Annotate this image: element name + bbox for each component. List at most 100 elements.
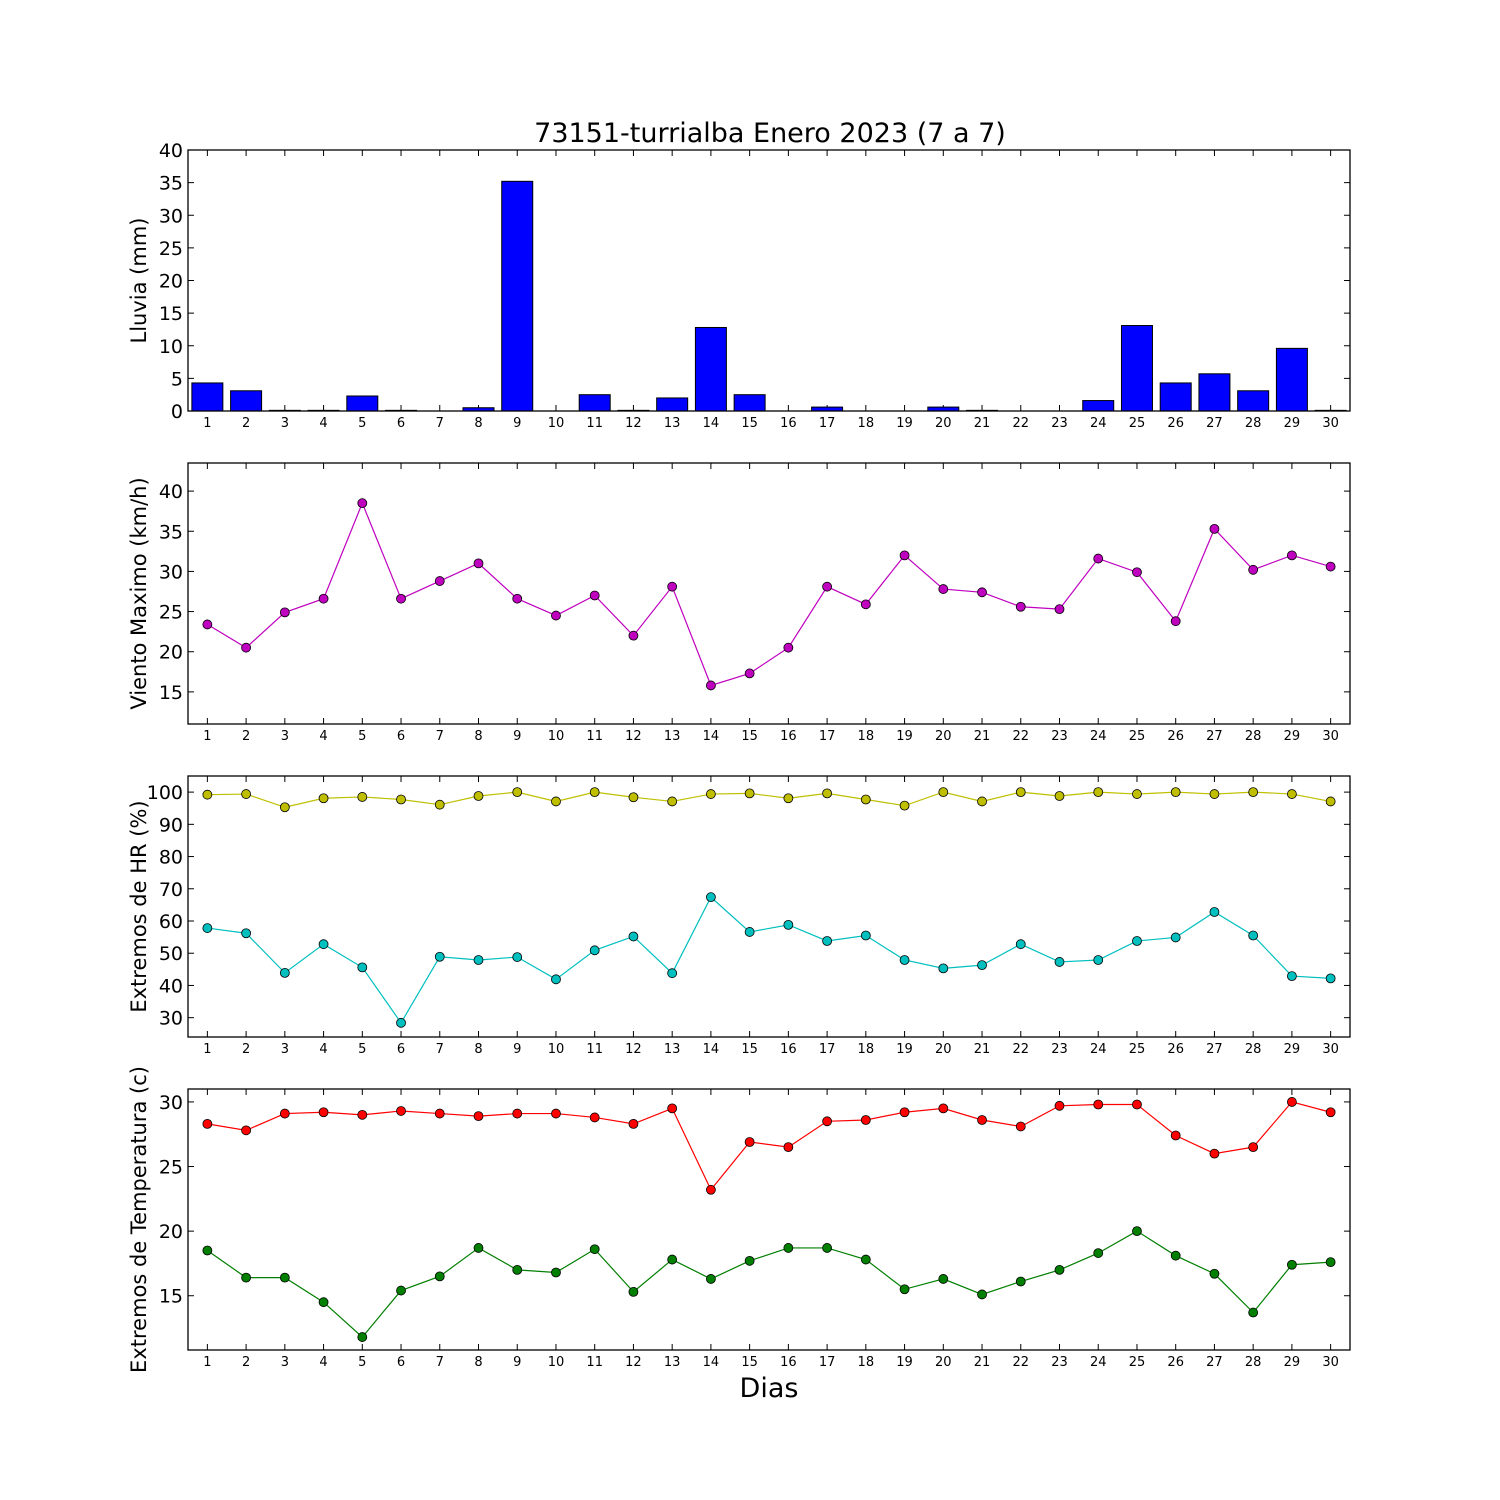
x-tick-label: 10 [548,1042,565,1057]
series-1-point [279,1108,290,1119]
x-tick-label: 25 [1129,1042,1146,1057]
series-1-point [357,498,368,509]
series-line-1 [207,501,1331,687]
y-tick-label: 25 [159,602,183,624]
series-1-point [1325,1107,1336,1118]
x-tick-label: 23 [1051,1042,1068,1057]
y-axis-title: Viento Maximo (km/h) [127,477,151,709]
series-2-point [977,960,987,971]
x-tick-label: 22 [1012,1042,1029,1057]
y-tick-label: 100 [147,782,183,804]
x-tick-label: 9 [513,416,521,431]
series-2-point [822,1243,832,1253]
x-tick-label: 1 [203,729,211,744]
series-2-point [551,1267,561,1278]
x-tick-label: 26 [1167,1355,1184,1370]
series-1-point [1015,787,1026,798]
series-1-point [396,593,406,604]
series-1-point [822,1116,832,1127]
series-1-point [899,1107,910,1118]
x-tick-label: 11 [586,729,603,744]
y-tick-label: 40 [159,975,183,997]
series-1-point [667,796,678,807]
series-2-point [318,1297,329,1308]
y-tick-label: 5 [171,368,183,390]
x-tick-label: 17 [819,1355,836,1370]
x-tick-label: 22 [1012,729,1029,744]
x-tick-label: 22 [1012,416,1029,431]
series-2-point [1209,907,1220,917]
series-1-point [938,787,949,798]
x-tick-label: 16 [780,729,797,744]
series-1-point [1093,787,1104,798]
series-1-point [1132,1099,1142,1110]
series-1-point [744,1137,755,1147]
series-1-point [628,1118,639,1129]
series-2-point [938,963,949,974]
x-tick-label: 5 [358,729,366,744]
series-1-point [473,558,484,569]
x-tick-label: 30 [1322,729,1339,744]
bar-day-24 [1082,400,1115,412]
x-tick-label: 18 [858,416,875,431]
x-tick-label: 12 [625,416,642,431]
bar-day-5 [346,395,379,412]
series-1-point [977,587,987,598]
series-1-point [512,593,523,604]
series-2-point [396,1285,406,1296]
x-tick-label: 20 [935,1355,952,1370]
y-tick-label: 20 [159,1221,183,1243]
x-tick-label: 2 [242,729,250,744]
series-2-point [938,1274,949,1284]
series-2-point [1015,939,1026,950]
series-1-point [396,1106,406,1116]
series-1-point [822,788,832,799]
x-tick-label: 11 [586,416,603,431]
series-1-point [589,590,600,601]
y-tick-label: 40 [159,481,183,503]
bar-day-11 [578,394,611,412]
bar-day-13 [656,397,689,412]
series-2-point [1170,1250,1181,1261]
x-tick-label: 2 [242,1042,250,1057]
x-tick-label: 18 [858,1042,875,1057]
series-2-point [473,955,484,965]
series-line-2 [207,896,1331,1024]
series-1-point [241,789,252,799]
series-2-point [279,1272,290,1283]
series-2-point [1132,1226,1142,1237]
x-tick-label: 18 [858,1355,875,1370]
series-2-point [977,1289,987,1300]
x-tick-label: 17 [819,729,836,744]
series-2-point [512,1264,523,1275]
x-tick-label: 20 [935,1042,952,1057]
x-tick-label: 29 [1284,729,1301,744]
x-tick-label: 1 [203,1042,211,1057]
x-tick-label: 5 [358,1355,366,1370]
series-1-point [1015,601,1026,612]
y-axis-title: Extremos de HR (%) [127,800,151,1012]
bar-day-28 [1237,390,1270,412]
series-2-point [241,928,252,939]
y-tick-label: 50 [159,943,183,965]
plot-frame [187,462,1351,725]
series-1-point [899,550,910,561]
x-tick-label: 30 [1322,1042,1339,1057]
series-1-point [1132,789,1142,799]
series-1-point [202,789,213,800]
series-1-point [860,599,871,610]
series-2-point [473,1243,484,1253]
x-tick-label: 28 [1245,1355,1262,1370]
series-2-point [783,1243,794,1253]
x-tick-label: 23 [1051,416,1068,431]
y-tick-label: 30 [159,205,183,227]
x-tick-label: 19 [896,1042,913,1057]
series-line-2 [207,1230,1331,1338]
series-1-point [667,581,678,592]
series-1-point [744,668,755,679]
plot-frame [187,1088,1351,1351]
x-tick-label: 5 [358,416,366,431]
x-tick-label: 21 [974,416,991,431]
series-1-point [202,619,213,630]
x-tick-label: 29 [1284,1355,1301,1370]
